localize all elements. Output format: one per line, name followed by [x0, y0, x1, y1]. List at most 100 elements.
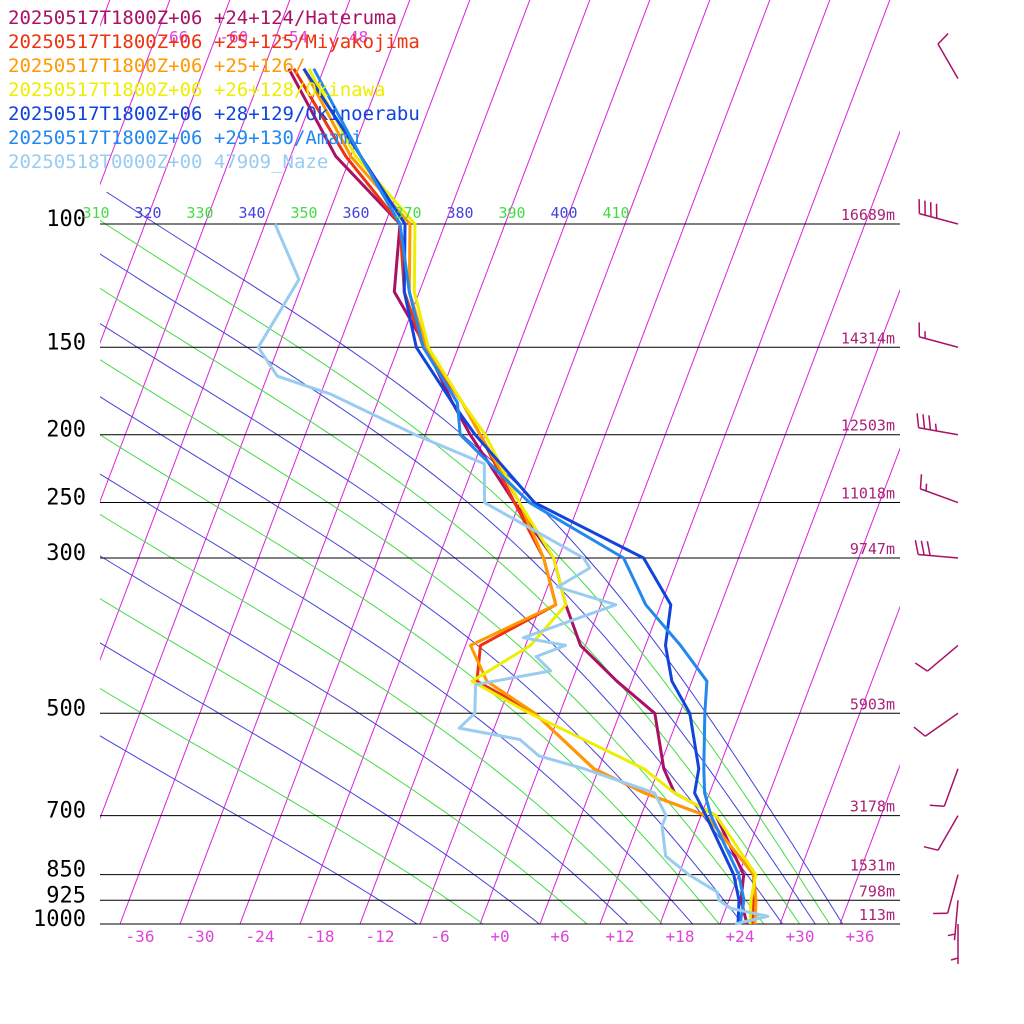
isotherm-label: -54: [279, 27, 308, 46]
pressure-label: 250: [46, 486, 86, 511]
theta-e-curve: [100, 434, 720, 924]
wind-barb: [950, 924, 959, 964]
pressure-label: 700: [46, 799, 86, 824]
height-label: 11018m: [841, 485, 895, 503]
theta-e-label: 390: [498, 204, 525, 222]
temperature-tick: +18: [666, 927, 695, 946]
height-label: 9747m: [850, 540, 895, 558]
theta-e-curve: [100, 555, 629, 924]
temperature-tick: -18: [306, 927, 335, 946]
legend-item: 20250517T1800Z+06 +25+126/: [8, 55, 306, 77]
theta-e-label: 400: [550, 204, 577, 222]
theta-e-label: 410: [602, 204, 629, 222]
legend-item: 20250518T0000Z+00 47909_Naze: [8, 151, 329, 173]
temperature-tick: +24: [726, 927, 755, 946]
isotherm-line: [100, 0, 231, 345]
isotherm-line: [100, 0, 411, 820]
theta-e-curve: [100, 513, 663, 924]
wind-barbs: [913, 33, 959, 964]
sounding-traces: [256, 67, 770, 926]
isotherm-line: [359, 0, 711, 924]
theta-e-label: 340: [238, 204, 265, 222]
temperature-tick: +12: [606, 927, 635, 946]
isotherm-line: [100, 0, 291, 503]
isotherm-line: [719, 447, 900, 924]
height-label: 16689m: [841, 206, 895, 224]
wind-barb: [929, 768, 959, 808]
wind-barb: [923, 815, 959, 851]
legend-item: 20250517T1800Z+06 +24+124/Hateruma: [8, 7, 397, 29]
wind-barb: [914, 644, 959, 672]
pressure-label: 500: [46, 696, 86, 721]
height-label: 113m: [859, 906, 895, 924]
isotherm-line: [299, 0, 651, 924]
wind-barb: [916, 413, 959, 436]
isotherm-label: -60: [219, 27, 248, 46]
isotherm-line: [419, 0, 771, 924]
theta-e-curve: [100, 642, 541, 924]
theta-e-curve: [100, 598, 588, 924]
isotherm-line: [239, 0, 591, 924]
height-label: 5903m: [850, 695, 895, 713]
pressure-label: 100: [46, 207, 86, 232]
theta-e-label: 370: [394, 204, 421, 222]
temperature-tick: -24: [246, 927, 275, 946]
pressure-label: 925: [46, 883, 86, 908]
height-label: 14314m: [841, 329, 895, 347]
theta-e-curve: [100, 396, 744, 924]
isotherm-lines: [100, 0, 900, 924]
wind-barb: [919, 474, 959, 504]
pressure-label: 200: [46, 418, 86, 443]
wind-barb: [947, 900, 959, 941]
isotherm-label: -48: [339, 27, 368, 46]
pressure-label: 850: [46, 858, 86, 883]
legend-item: 20250517T1800Z+06 +25+125/Miyakojima: [8, 31, 420, 53]
isotherm-line: [599, 130, 900, 924]
wind-barb: [918, 322, 959, 348]
theta-e-label: 360: [342, 204, 369, 222]
height-label: 12503m: [841, 417, 895, 435]
height-label: 798m: [859, 882, 895, 900]
axis-labels: 100 16689m 150 14314m 200 12503m 250 11018m 300 9…: [33, 27, 895, 946]
sounding-trace: [312, 67, 746, 925]
pressure-lines: [100, 223, 900, 925]
wind-barb: [914, 540, 959, 559]
temperature-tick: -6: [430, 927, 449, 946]
height-label: 1531m: [850, 857, 895, 875]
temperature-tick: -12: [366, 927, 395, 946]
isotherm-line: [539, 0, 891, 924]
wind-barb: [918, 199, 959, 225]
wind-barb: [937, 33, 959, 80]
wind-barb: [933, 874, 959, 915]
isotherm-line: [659, 288, 900, 924]
sounding-trace: [307, 67, 758, 925]
temperature-tick: -36: [126, 927, 155, 946]
temperature-tick: +6: [550, 927, 569, 946]
sounding-trace: [256, 223, 770, 926]
legend-item: 20250517T1800Z+06 +29+130/Amami: [8, 127, 363, 149]
temperature-tick: +0: [490, 927, 509, 946]
theta-e-curve: [106, 191, 844, 924]
height-label: 3178m: [850, 798, 895, 816]
theta-e-label: 350: [290, 204, 317, 222]
legend-item: 20250517T1800Z+06 +26+128/Okinawa: [8, 79, 386, 101]
isotherm-line: [839, 764, 900, 924]
isotherm-line: [479, 0, 831, 924]
sounding-trace: [302, 67, 741, 925]
temperature-tick: -30: [186, 927, 215, 946]
isotherm-line: [100, 0, 171, 186]
pressure-label: 150: [46, 330, 86, 355]
isotherm-label: -66: [159, 27, 188, 46]
theta-e-curve: [100, 687, 484, 924]
wind-barb: [913, 712, 959, 737]
theta-e-label: 330: [186, 204, 213, 222]
legend-item: 20250517T1800Z+06 +28+129/Okinoerabu: [8, 103, 420, 125]
theta-e-label: 380: [446, 204, 473, 222]
temperature-tick: +36: [846, 927, 875, 946]
theta-e-label: 320: [134, 204, 161, 222]
theta-e-curve: [100, 473, 694, 924]
isotherm-line: [779, 605, 900, 924]
isotherm-line: [899, 922, 900, 924]
pressure-label: 300: [46, 541, 86, 566]
